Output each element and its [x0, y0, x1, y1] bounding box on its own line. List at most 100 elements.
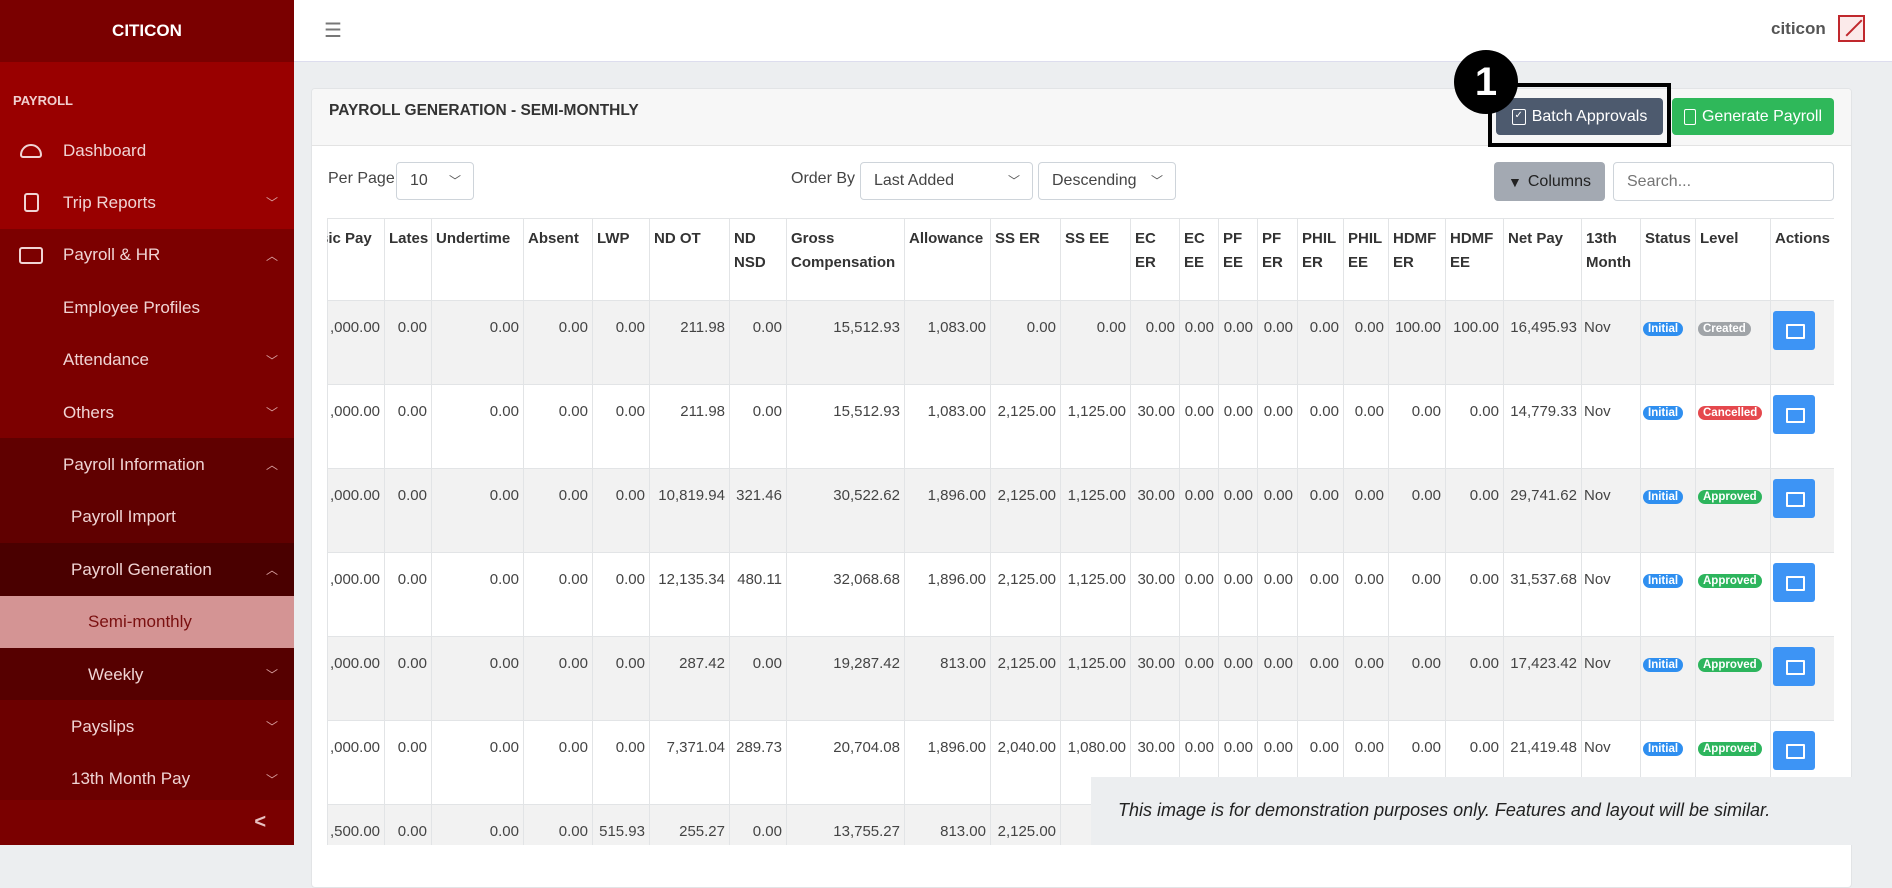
section-label: PAYROLL — [13, 93, 73, 108]
generate-payroll-button[interactable]: Generate Payroll — [1672, 98, 1834, 135]
table-cell: 29,741.62 — [1503, 468, 1582, 553]
table-cell: 321.46 — [729, 468, 787, 553]
generate-payroll-label[interactable]: Generate Payroll — [1701, 107, 1823, 125]
column-header[interactable]: PHIL ER — [1297, 218, 1344, 301]
column-header[interactable]: ND NSD — [729, 218, 787, 301]
actions-cell — [1770, 300, 1834, 385]
sidebar-item-payroll-import[interactable]: Payroll Import — [0, 490, 294, 544]
column-header[interactable]: PF ER — [1257, 218, 1298, 301]
open-folder-icon[interactable] — [1773, 311, 1815, 350]
calculator-file-icon — [1683, 108, 1696, 125]
sidebar-item-label: Others — [63, 402, 115, 422]
table-cell: 0.00 — [592, 468, 650, 553]
column-header[interactable]: HDMF EE — [1445, 218, 1504, 301]
brand-title: CITICON — [0, 0, 294, 62]
table-cell: 0.00 — [1257, 636, 1298, 721]
open-folder-icon[interactable] — [1773, 647, 1815, 686]
user-name[interactable]: citicon — [1771, 19, 1826, 38]
column-header[interactable]: EC ER — [1130, 218, 1180, 301]
column-header[interactable]: 13th Month — [1581, 218, 1641, 301]
open-folder-icon[interactable] — [1773, 731, 1815, 770]
sidebar-item-dashboard[interactable]: Dashboard — [0, 124, 294, 177]
sidebar-item-weekly[interactable]: Weekly ﹀ — [0, 648, 294, 701]
table-cell: 12,135.34 — [649, 552, 730, 637]
sidebar-item-attendance[interactable]: Attendance ﹀ — [0, 333, 294, 387]
level-cell: Approved — [1695, 468, 1771, 553]
table-cell: 0.00 — [523, 468, 593, 553]
order-by-select[interactable]: Last Added ﹀ — [860, 162, 1033, 200]
column-header[interactable]: Allowance — [904, 218, 991, 301]
table-cell: ,000.00 — [327, 636, 385, 721]
sidebar-item-payroll-hr[interactable]: Payroll & HR ︿ — [0, 228, 294, 282]
table-cell: 0.00 — [1343, 552, 1389, 637]
sidebar-item-others[interactable]: Others ﹀ — [0, 386, 294, 439]
column-header[interactable]: Status — [1640, 218, 1696, 301]
annotation-number: 1 — [1454, 50, 1518, 114]
table-cell: 813.00 — [904, 636, 991, 721]
per-page-select[interactable]: 10 ﹀ — [396, 162, 474, 200]
table-cell: 0.00 — [1343, 300, 1389, 385]
column-header[interactable]: sic Pay — [327, 218, 385, 301]
per-page-label: Per Page — [328, 170, 395, 187]
level-cell: Approved — [1695, 552, 1771, 637]
open-folder-icon[interactable] — [1773, 479, 1815, 518]
table-cell: 13,755.27 — [786, 804, 905, 845]
column-header[interactable]: Lates — [384, 218, 432, 301]
annotation-highlight — [1488, 83, 1671, 147]
column-header[interactable]: Level — [1695, 218, 1771, 301]
column-header[interactable]: Gross Compensation — [786, 218, 905, 301]
direction-value: Descending — [1052, 172, 1137, 189]
table-cell: 0.00 — [523, 804, 593, 845]
table-cell: 0.00 — [1218, 300, 1258, 385]
column-header[interactable]: Actions — [1770, 218, 1834, 301]
sidebar-item-payroll-information[interactable]: Payroll Information ︿ — [0, 438, 294, 492]
sidebar-item-semi-monthly[interactable]: Semi-monthly — [0, 595, 294, 649]
open-folder-icon[interactable] — [1773, 563, 1815, 602]
menu-toggle-icon[interactable]: ☰ — [324, 20, 342, 42]
table-cell: 0.00 — [1297, 636, 1344, 721]
column-header[interactable]: LWP — [592, 218, 650, 301]
table-cell: 0.00 — [1179, 636, 1219, 721]
column-header[interactable]: SS EE — [1060, 218, 1131, 301]
column-header[interactable]: PHIL EE — [1343, 218, 1389, 301]
table-cell: 0.00 — [1343, 468, 1389, 553]
user-avatar-icon[interactable] — [1838, 15, 1865, 42]
sidebar-item-13th-month-pay[interactable]: 13th Month Pay ﹀ — [0, 752, 294, 806]
sidebar-item-label: Weekly — [88, 664, 144, 684]
column-header[interactable]: SS ER — [990, 218, 1061, 301]
sidebar-item-label: Payroll & HR — [63, 245, 161, 265]
column-header[interactable]: EC EE — [1179, 218, 1219, 301]
status-badge: Initial — [1643, 406, 1684, 420]
table-cell: 0.00 — [1179, 552, 1219, 637]
table-cell: 10,819.94 — [649, 468, 730, 553]
table-cell: 0.00 — [1257, 300, 1298, 385]
chevron-down-icon: ﹀ — [265, 720, 278, 735]
search-input[interactable] — [1613, 162, 1834, 201]
status-badge: Initial — [1643, 742, 1684, 756]
sidebar-item-payslips[interactable]: Payslips ﹀ — [0, 700, 294, 754]
column-header[interactable]: Net Pay — [1503, 218, 1582, 301]
actions-cell — [1770, 636, 1834, 721]
sidebar-item-employee-profiles[interactable]: Employee Profiles — [0, 281, 294, 335]
table-cell: 0.00 — [431, 636, 524, 721]
column-header[interactable]: ND OT — [649, 218, 730, 301]
sidebar-item-trip-reports[interactable]: Trip Reports ﹀ — [0, 176, 294, 230]
collapse-sidebar-button[interactable]: < — [0, 800, 294, 845]
sidebar-item-payroll-generation[interactable]: Payroll Generation ︿ — [0, 543, 294, 597]
direction-select[interactable]: Descending ﹀ — [1038, 162, 1176, 200]
table-cell: 0.00 — [384, 300, 432, 385]
column-header[interactable]: HDMF ER — [1388, 218, 1446, 301]
table-cell: 0.00 — [1388, 636, 1446, 721]
column-header[interactable]: PF EE — [1218, 218, 1258, 301]
column-header[interactable]: Absent — [523, 218, 593, 301]
columns-button[interactable]: ▼ Columns — [1494, 162, 1605, 201]
table-cell: 1,125.00 — [1060, 384, 1131, 469]
open-folder-icon[interactable] — [1773, 395, 1815, 434]
table-cell: 0.00 — [431, 384, 524, 469]
table-row: ,000.00 0.00 0.00 0.00 0.00 12,135.34 480.11 32… — [327, 552, 1834, 637]
table-cell: 515.93 — [592, 804, 650, 845]
batch-approvals-button[interactable]: ✓ Batch Approvals — [1496, 98, 1663, 135]
table-cell: 211.98 — [649, 300, 730, 385]
column-header[interactable]: Undertime — [431, 218, 524, 301]
status-badge: Initial — [1643, 490, 1684, 504]
